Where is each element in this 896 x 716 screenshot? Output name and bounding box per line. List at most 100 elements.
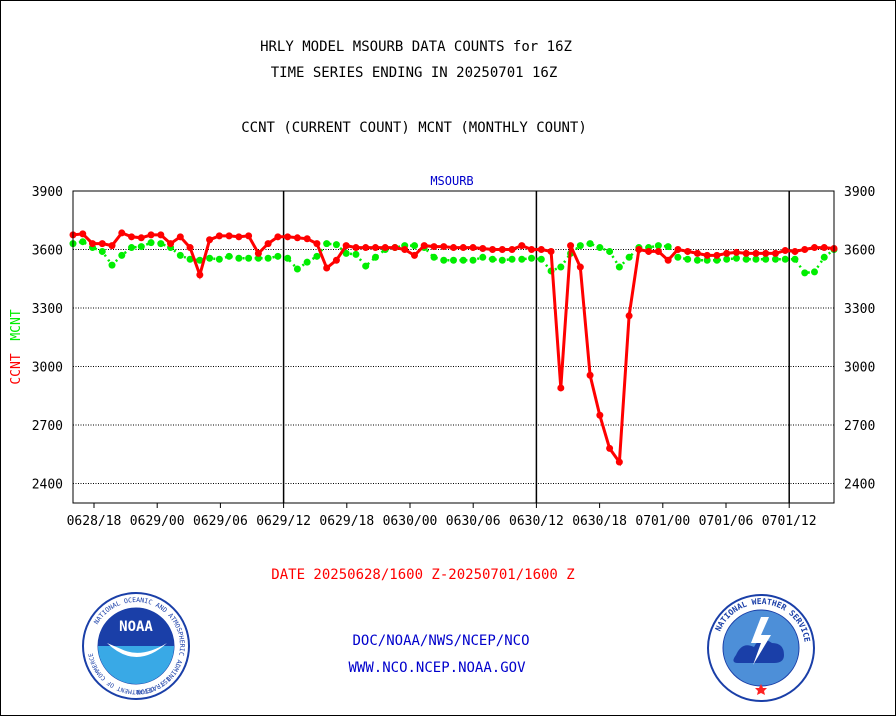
- mcnt-point: [303, 258, 311, 266]
- ccnt-point: [264, 240, 272, 248]
- mcnt-point: [596, 244, 604, 252]
- ccnt-point: [469, 244, 477, 252]
- mcnt-point: [128, 244, 136, 252]
- mcnt-point: [254, 254, 262, 262]
- x-tick-label: 0630/06: [446, 514, 501, 529]
- ccnt-point: [371, 244, 379, 252]
- ccnt-point: [596, 411, 604, 419]
- y-tick-label-right: 3600: [844, 244, 875, 259]
- mcnt-point: [118, 251, 126, 259]
- ccnt-point: [820, 244, 828, 252]
- ccnt-point: [547, 247, 555, 255]
- x-tick-label: 0630/18: [572, 514, 627, 529]
- ccnt-point: [791, 247, 799, 255]
- series-line-ccnt: [72, 231, 835, 467]
- org-link[interactable]: DOC/NOAA/NWS/NCEP/NCO: [352, 633, 530, 649]
- x-tick-label: 0701/06: [699, 514, 754, 529]
- y-tick-label: 3000: [32, 361, 63, 376]
- noaa-logo: NOAA NATIONAL OCEANIC AND ATMOSPHERIC AD…: [82, 592, 190, 700]
- mcnt-point: [108, 261, 116, 269]
- ccnt-point: [479, 245, 487, 253]
- ccnt-point: [508, 246, 516, 253]
- mcnt-point: [615, 263, 623, 271]
- mcnt-point: [703, 256, 711, 264]
- nws-logo: NATIONAL WEATHER SERVICE: [707, 594, 815, 702]
- mcnt-point: [79, 238, 87, 246]
- mcnt-point: [235, 254, 243, 262]
- ccnt-point: [186, 244, 194, 252]
- ccnt-point: [693, 249, 701, 257]
- mcnt-point: [693, 256, 701, 264]
- mcnt-point: [137, 243, 145, 251]
- ccnt-point: [342, 242, 350, 250]
- mcnt-point: [723, 255, 731, 263]
- ccnt-point: [771, 249, 779, 257]
- ccnt-point: [450, 244, 457, 252]
- mcnt-point: [215, 255, 223, 263]
- mcnt-point: [459, 256, 467, 264]
- mcnt-point: [245, 254, 253, 262]
- ccnt-point: [518, 242, 526, 250]
- ccnt-point: [781, 246, 789, 254]
- mcnt-point: [147, 239, 155, 247]
- y-tick-label-right: 3300: [844, 302, 875, 317]
- ccnt-point: [430, 243, 438, 251]
- ccnt-point: [410, 251, 418, 259]
- x-tick-label: 0630/00: [383, 514, 438, 529]
- ccnt-point: [381, 244, 389, 252]
- mcnt-point: [742, 255, 750, 263]
- chart-title-line1: HRLY MODEL MSOURB DATA COUNTS for 16Z: [260, 39, 572, 55]
- mcnt-point: [332, 241, 340, 249]
- ccnt-point: [176, 233, 184, 241]
- mcnt-point: [371, 253, 379, 261]
- y-tick-label-right: 2400: [844, 478, 875, 493]
- ccnt-point: [732, 248, 740, 256]
- ccnt-point: [762, 249, 770, 257]
- mcnt-point: [801, 269, 809, 277]
- ccnt-point: [586, 371, 594, 379]
- mcnt-point: [762, 255, 770, 263]
- noaa-logo-text: NOAA: [119, 619, 153, 635]
- mcnt-point: [528, 254, 536, 262]
- mcnt-point: [342, 249, 350, 257]
- ccnt-point: [810, 244, 818, 252]
- ccnt-point: [576, 263, 584, 271]
- mcnt-point: [732, 254, 740, 262]
- mcnt-point: [518, 255, 526, 263]
- mcnt-point: [781, 255, 789, 263]
- website-link[interactable]: WWW.NCO.NCEP.NOAA.GOV: [348, 660, 526, 676]
- mcnt-point: [791, 255, 799, 263]
- ccnt-point: [352, 244, 360, 252]
- ccnt-point: [654, 247, 662, 255]
- ccnt-point: [684, 247, 692, 255]
- ccnt-point: [635, 246, 643, 253]
- mcnt-point: [362, 262, 370, 270]
- mcnt-point: [440, 256, 448, 264]
- ccnt-point: [391, 244, 399, 252]
- ccnt-point: [459, 244, 467, 252]
- mcnt-point: [293, 265, 301, 273]
- y-tick-label: 2700: [32, 419, 63, 434]
- ccnt-point: [157, 231, 165, 239]
- x-tick-label: 0629/00: [130, 514, 185, 529]
- x-tick-label: 0629/12: [256, 514, 311, 529]
- mcnt-point: [430, 253, 438, 261]
- mcnt-point: [410, 242, 418, 250]
- ccnt-point: [293, 234, 301, 242]
- x-tick-label: 0701/12: [762, 514, 817, 529]
- y-tick-label-right: 3000: [844, 361, 875, 376]
- ccnt-point: [742, 249, 750, 257]
- y-tick-label-right: 3900: [844, 185, 875, 200]
- x-tick-labels: 0628/18 0629/00 0629/06 0629/12 0629/18 0630/…: [67, 503, 817, 529]
- y-tick-label: 2400: [32, 478, 63, 493]
- ccnt-point: [215, 232, 223, 240]
- mcnt-point: [489, 255, 497, 263]
- mcnt-point: [469, 256, 477, 264]
- ccnt-point: [284, 233, 292, 241]
- ccnt-point: [401, 246, 409, 253]
- ccnt-point: [557, 384, 565, 392]
- ccnt-point: [801, 246, 809, 253]
- mcnt-point: [98, 247, 106, 255]
- ccnt-point: [167, 240, 175, 248]
- x-tick-label: 0629/18: [319, 514, 374, 529]
